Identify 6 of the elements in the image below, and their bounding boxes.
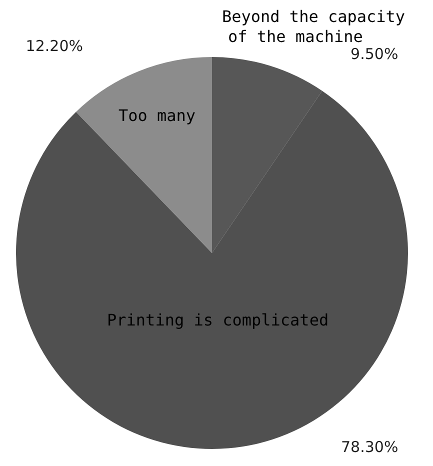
slice-label: Too many: [118, 106, 196, 125]
slice-label: Printing is complicated: [107, 310, 329, 330]
data-label: 12.20%: [26, 37, 84, 56]
data-label: 9.50%: [350, 44, 398, 63]
slice-label: Beyond the capacity of the machine: [222, 7, 406, 46]
data-label: 78.30%: [340, 438, 398, 456]
